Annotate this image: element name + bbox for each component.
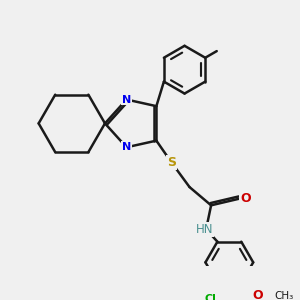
Text: CH₃: CH₃ (274, 291, 293, 300)
Text: HN: HN (196, 223, 213, 236)
Text: Cl: Cl (205, 293, 217, 300)
Text: O: O (240, 192, 250, 205)
Text: S: S (167, 156, 176, 169)
Text: N: N (122, 94, 131, 104)
Text: N: N (122, 142, 131, 152)
Text: O: O (253, 290, 263, 300)
